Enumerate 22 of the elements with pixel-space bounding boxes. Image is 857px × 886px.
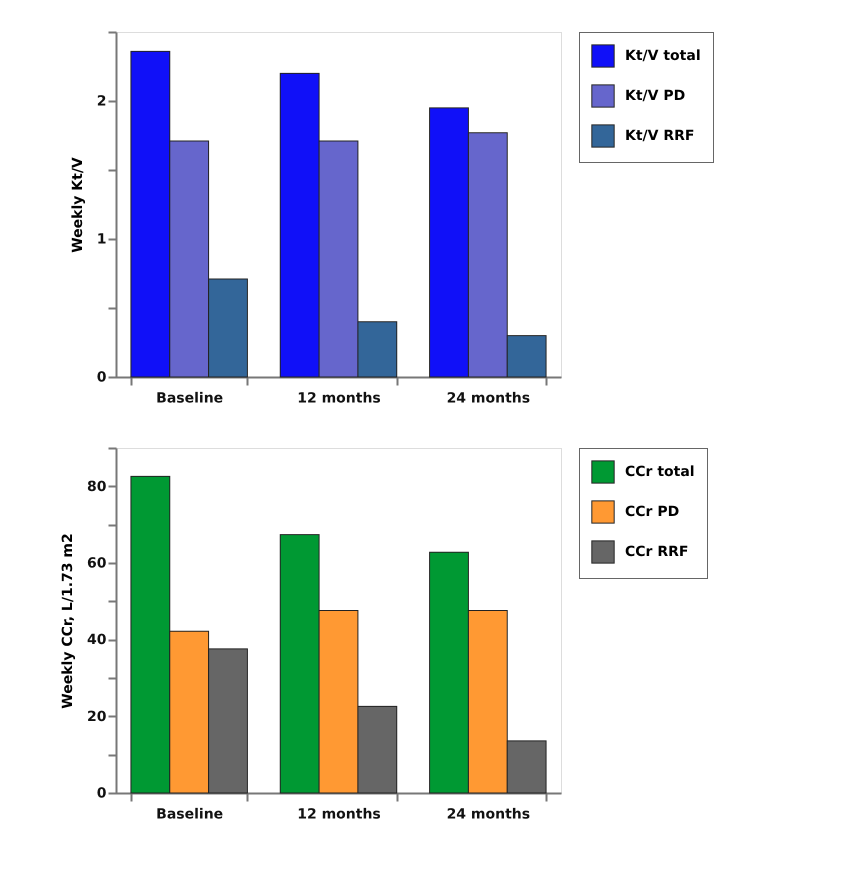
y-tick-label: 60 <box>87 556 107 572</box>
y-tick-label: 40 <box>87 632 107 648</box>
legend-label: Kt/V RRF <box>625 128 694 144</box>
legend-label: CCr RRF <box>625 544 688 560</box>
x-tick-label: Baseline <box>156 806 224 822</box>
x-tick-label: Baseline <box>156 390 224 406</box>
legend-label: Kt/V total <box>625 48 701 64</box>
legend-label: CCr total <box>625 464 695 480</box>
y-tick-label: 0 <box>96 786 107 802</box>
y-tick-label: 0 <box>96 370 107 386</box>
x-tick-label: 12 months <box>297 390 381 406</box>
y-axis-title: Weekly CCr, L/1.73 m2 <box>60 533 76 709</box>
y-tick-label: 2 <box>96 94 106 110</box>
y-tick-label: 1 <box>96 232 106 248</box>
y-tick-label: 20 <box>87 708 107 725</box>
y-tick-label: 80 <box>87 478 107 495</box>
legend-label: Kt/V PD <box>625 88 686 104</box>
legend-label: CCr PD <box>625 504 680 520</box>
y-axis-title: Weekly Kt/V <box>70 157 86 253</box>
x-tick-label: 12 months <box>297 806 381 822</box>
x-tick-label: 24 months <box>446 390 530 406</box>
x-tick-label: 24 months <box>446 806 530 822</box>
